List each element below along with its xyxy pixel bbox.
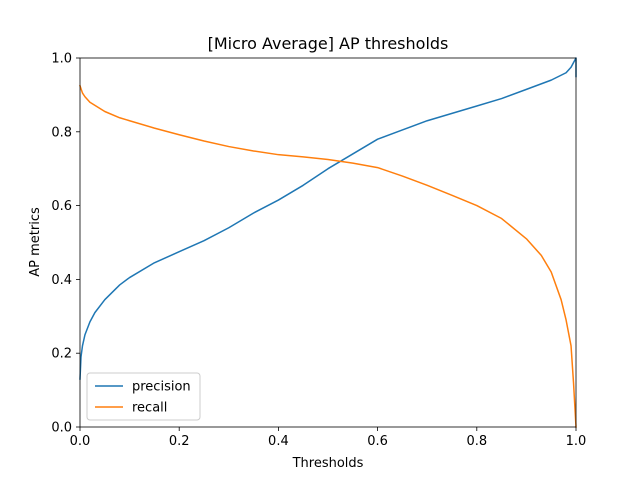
legend-label-precision: precision [132,380,191,395]
x-tick-label: 1.0 [566,434,587,449]
y-tick-label: 0.0 [51,421,72,436]
x-tick-label: 0.0 [70,434,91,449]
plot-frame [79,57,577,428]
chart-title: [Micro Average] AP thresholds [208,34,449,53]
x-axis: 0.0 0.2 0.4 0.6 0.8 1.0 [70,427,587,449]
y-tick-label: 1.0 [51,52,72,67]
y-axis: 0.0 0.2 0.4 0.6 0.8 1.0 [51,52,80,436]
y-tick-label: 0.6 [51,199,72,214]
series-line-recall [79,84,577,428]
x-tick-label: 0.4 [268,434,289,449]
x-tick-label: 0.6 [367,434,388,449]
y-axis-label: AP metrics [28,207,43,277]
legend: precision recall [86,372,201,421]
y-tick-label: 0.2 [51,347,72,362]
x-tick-label: 0.8 [466,434,487,449]
x-axis-label: Thresholds [292,456,364,471]
plot-area [79,57,577,428]
x-tick-label: 0.2 [169,434,190,449]
y-tick-label: 0.4 [51,273,72,288]
y-tick-label: 0.8 [51,125,72,140]
legend-box [86,372,201,421]
legend-label-recall: recall [132,401,167,416]
series-line-precision [79,57,577,380]
